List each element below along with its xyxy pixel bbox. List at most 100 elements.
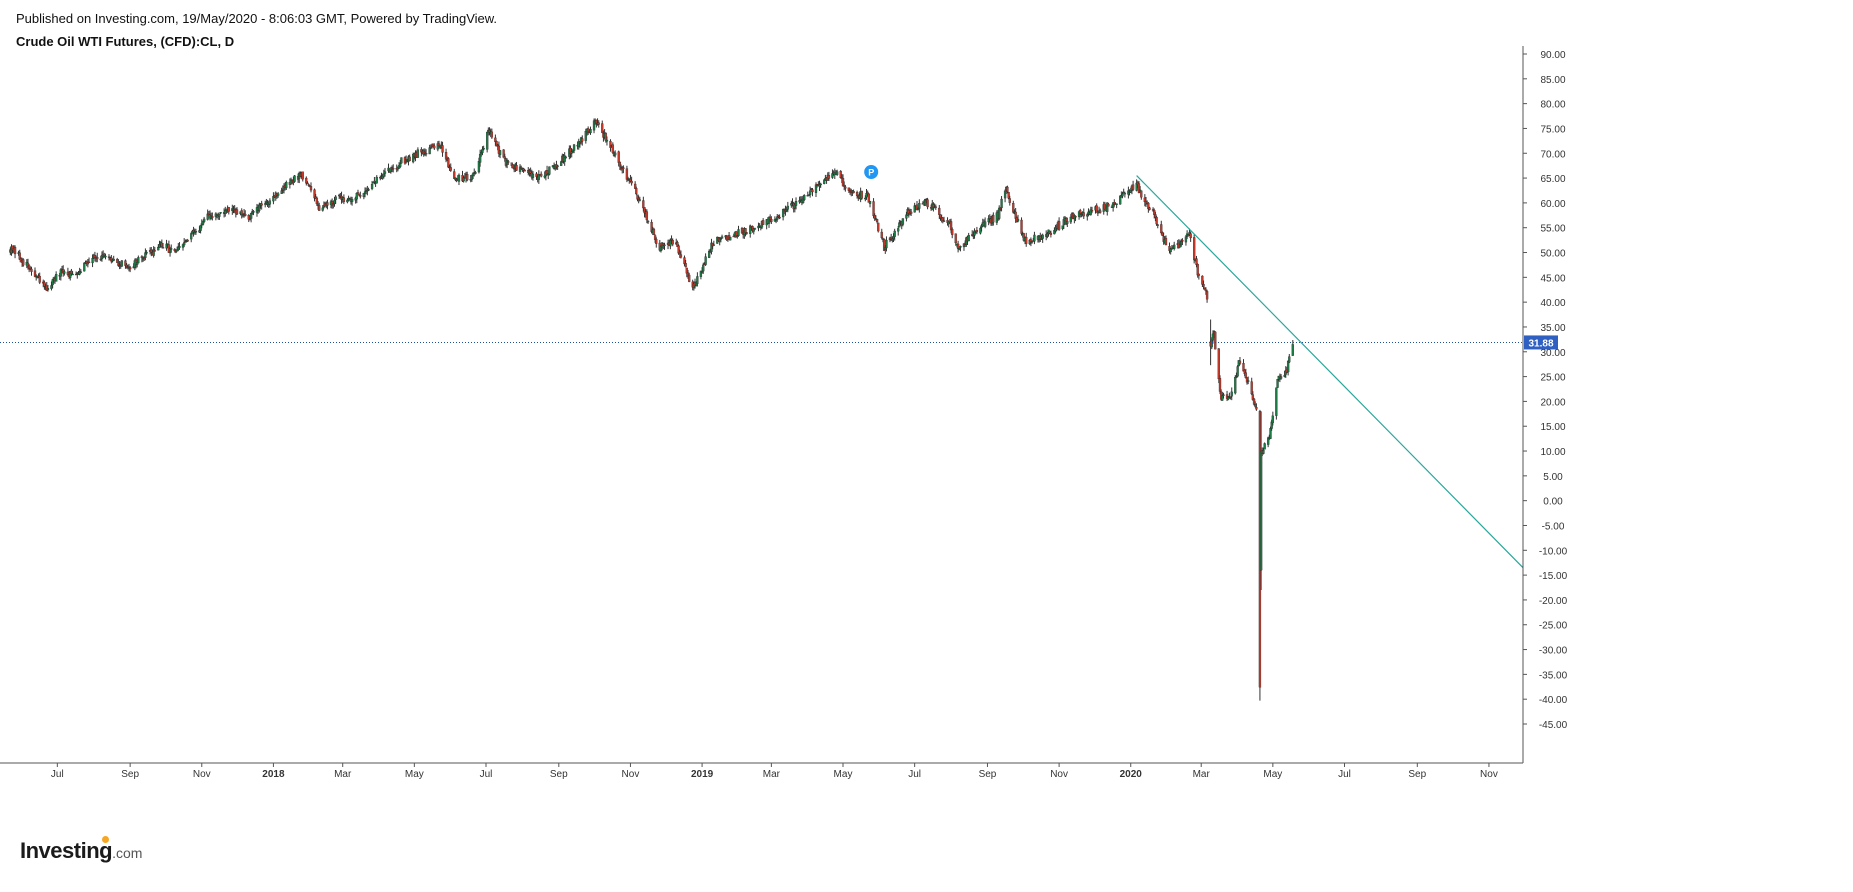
candle-body: [1160, 224, 1163, 234]
trendline: [1136, 175, 1524, 569]
candle-body: [1012, 203, 1015, 213]
candle-body: [1181, 239, 1184, 242]
candle-body: [794, 201, 798, 206]
candle-body: [1271, 415, 1274, 424]
candle-body: [444, 152, 448, 160]
candle-body: [1008, 198, 1011, 203]
x-tick-label: Mar: [1193, 769, 1211, 780]
candle-body: [597, 122, 600, 125]
candle-body: [1205, 291, 1209, 300]
candle-body: [1148, 207, 1151, 210]
candle-body: [1030, 241, 1034, 243]
candle-body: [285, 181, 288, 189]
candle-body: [178, 246, 181, 248]
y-tick-label: 50.00: [1540, 249, 1565, 260]
candle-body: [428, 147, 431, 155]
candle-body: [190, 233, 193, 240]
candle-body: [498, 150, 502, 155]
x-tick-label: Sep: [121, 769, 139, 780]
candle-body: [33, 270, 37, 277]
candle-body: [872, 201, 875, 217]
candle-body: [707, 250, 711, 258]
y-tick-label: 80.00: [1540, 100, 1565, 111]
candle-body: [618, 161, 622, 167]
p-marker-icon: [864, 165, 879, 179]
candle-body: [183, 242, 186, 246]
candle-body: [87, 261, 91, 264]
candle-body: [679, 254, 683, 258]
candle-body: [268, 200, 272, 205]
x-tick-label: 2018: [262, 769, 285, 780]
candle-body: [305, 177, 308, 184]
candle-body: [235, 209, 239, 215]
candle-body: [38, 276, 41, 283]
candle-body: [860, 190, 863, 199]
candle-body: [13, 246, 17, 255]
y-tick-label: 40.00: [1540, 298, 1565, 309]
candle-body: [704, 256, 707, 265]
candle-body: [293, 175, 296, 182]
candle-body: [355, 192, 358, 200]
candle-body: [770, 219, 773, 222]
p-marker-label: P: [868, 168, 874, 178]
candle-body: [1173, 244, 1176, 249]
candle-body: [949, 221, 953, 231]
candle-body: [153, 250, 156, 252]
y-tick-label: -20.00: [1539, 596, 1568, 607]
candle-body: [1147, 202, 1150, 210]
candle-body: [954, 233, 957, 244]
candle-body: [956, 243, 960, 250]
candle-body: [868, 201, 872, 204]
candle-body: [1025, 236, 1028, 244]
y-tick-label: 0.00: [1543, 497, 1563, 508]
candle-body: [897, 228, 900, 232]
candle-body: [144, 252, 147, 258]
candle-body: [885, 239, 888, 249]
candle-body: [560, 161, 563, 166]
instrument-title: Crude Oil WTI Futures, (CFD):CL, D: [16, 34, 235, 49]
candle-body: [1242, 363, 1245, 372]
x-tick-label: 2020: [1120, 769, 1143, 780]
candle-body: [478, 153, 482, 163]
candle-body: [260, 203, 263, 206]
candle-body: [157, 246, 160, 251]
candle-body: [313, 189, 316, 199]
candle-body: [926, 199, 929, 208]
candle-body: [334, 196, 337, 200]
candle-body: [696, 276, 699, 284]
current-price-label: 31.88: [1528, 338, 1553, 349]
candle-body: [867, 193, 870, 203]
candle-body: [1107, 203, 1110, 207]
y-tick-label: -25.00: [1539, 621, 1568, 632]
x-tick-label: Jul: [1338, 769, 1351, 780]
candle-body: [276, 193, 280, 196]
candle-body: [433, 145, 436, 149]
logo-tld: .com: [112, 845, 143, 861]
candle-body: [503, 156, 506, 159]
y-tick-label: 55.00: [1540, 224, 1565, 235]
investing-logo: Investing.com: [20, 836, 143, 864]
candle-body: [383, 171, 387, 174]
y-tick-label: 45.00: [1540, 273, 1565, 284]
current-price-tag: [1524, 335, 1558, 350]
candle-body: [91, 258, 94, 264]
candle-body: [474, 172, 477, 174]
candle-body: [482, 148, 485, 150]
candle-body: [1244, 372, 1247, 378]
candle-body: [1007, 192, 1010, 199]
candle-body: [437, 143, 441, 146]
candle-body: [136, 262, 139, 265]
candle-body: [1197, 273, 1201, 276]
candle-body: [655, 238, 658, 244]
candle-body: [909, 211, 913, 214]
candle-body: [1090, 209, 1094, 212]
candle-body: [572, 144, 576, 151]
candles-layer: [9, 118, 1294, 701]
candle-body: [1184, 236, 1188, 243]
candle-body: [712, 244, 715, 246]
candle-body: [104, 255, 107, 258]
candle-body: [638, 199, 641, 201]
candle-body: [1250, 381, 1253, 395]
candle-body: [1286, 361, 1290, 373]
